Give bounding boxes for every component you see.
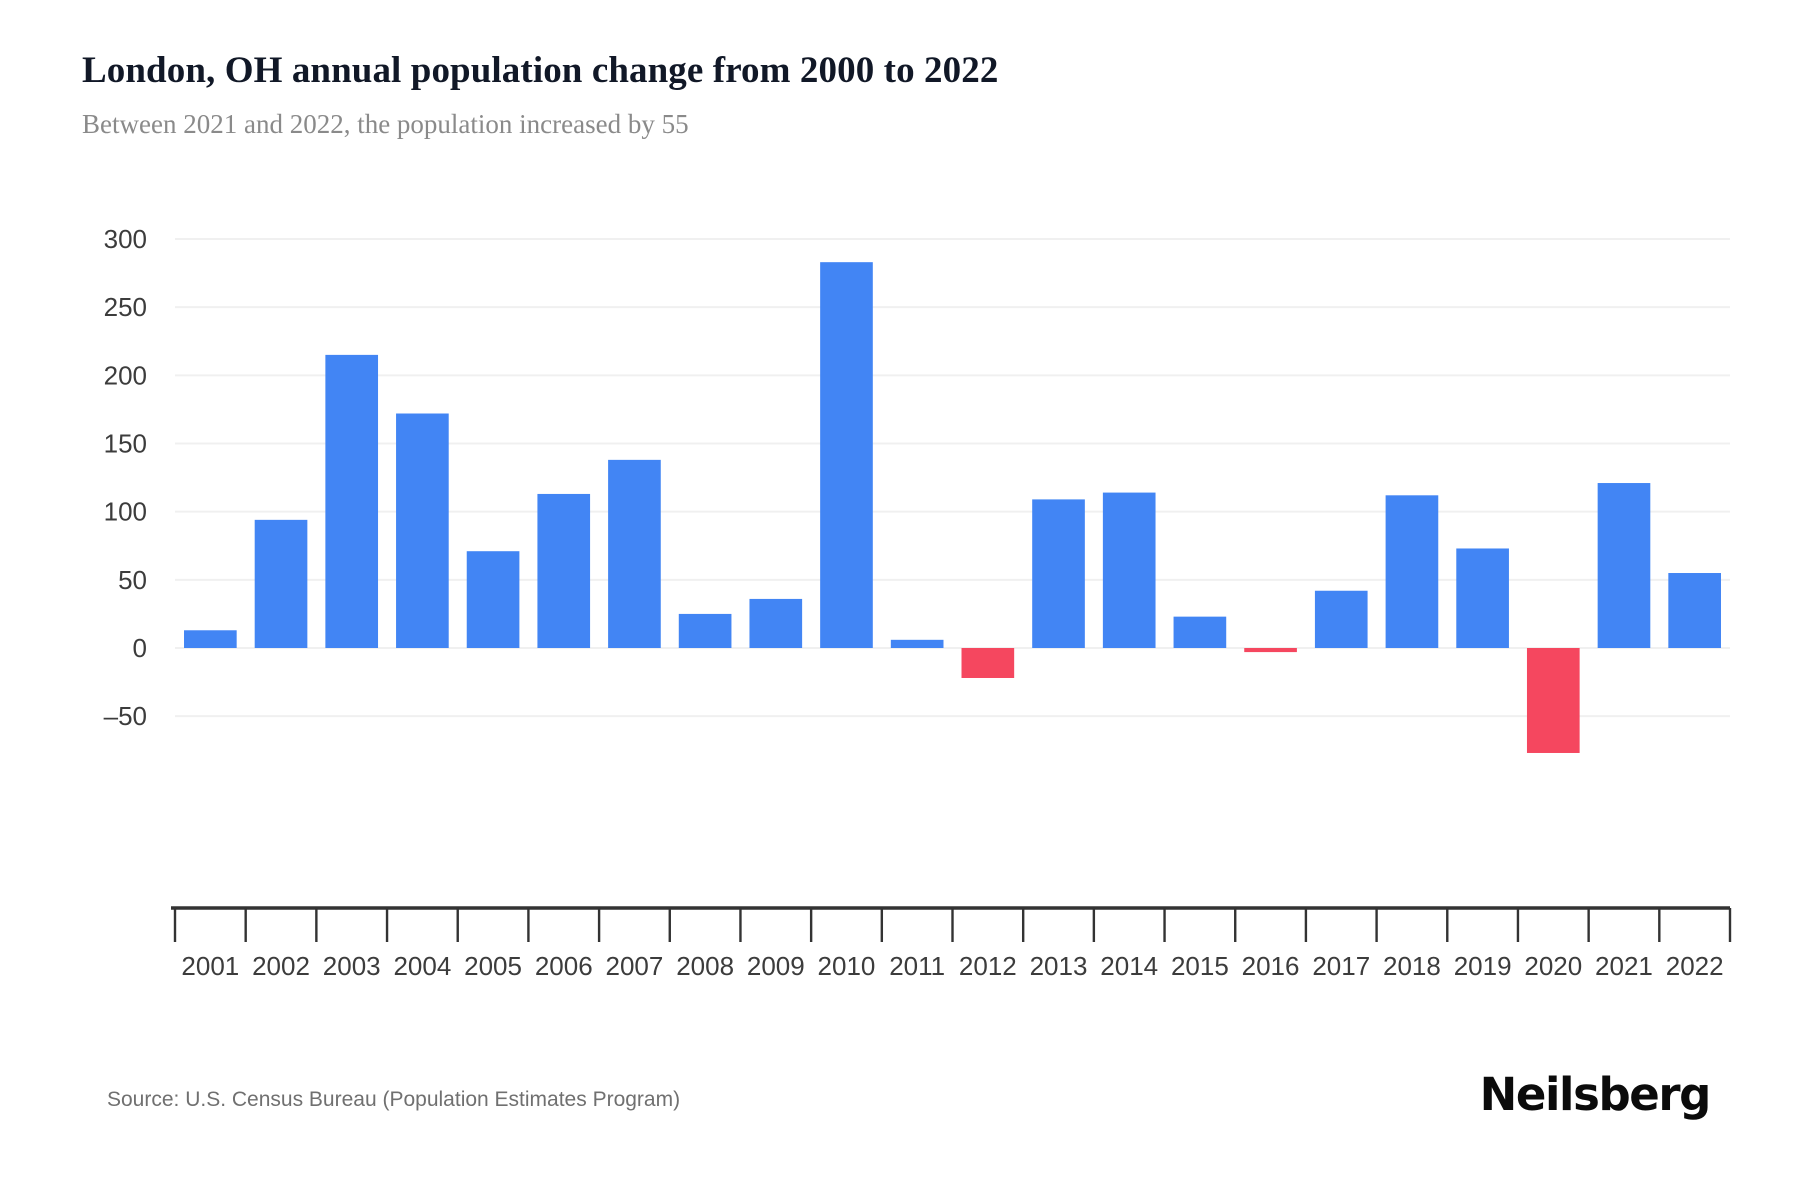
bar[interactable] (254, 519, 308, 648)
bar[interactable] (1526, 648, 1580, 753)
bar[interactable] (1032, 499, 1085, 648)
y-axis-tick-label: 300 (104, 224, 147, 254)
x-axis-tick-label: 2020 (1524, 951, 1582, 981)
y-axis-tick-label: 200 (104, 360, 147, 390)
x-axis-tick-label: 2011 (889, 951, 945, 981)
bar[interactable] (537, 493, 591, 648)
x-axis-tick-label: 2001 (181, 951, 239, 981)
bar[interactable] (184, 630, 237, 648)
x-axis-tick-label: 2010 (818, 951, 876, 981)
y-axis-tick-label: 250 (104, 292, 147, 322)
bar[interactable] (1314, 590, 1368, 648)
source-note: Source: U.S. Census Bureau (Population E… (107, 1088, 681, 1111)
bar[interactable] (396, 413, 449, 648)
chart-footer: Source: U.S. Census Bureau (Population E… (0, 1068, 1800, 1150)
y-axis-tick-label: 0 (133, 633, 147, 663)
y-axis-tick-label: 150 (104, 429, 147, 459)
bar[interactable] (1668, 573, 1721, 648)
chart-subtitle: Between 2021 and 2022, the population in… (82, 108, 689, 139)
y-axis-tick-label: 100 (104, 497, 147, 527)
x-axis-tick-label: 2014 (1100, 951, 1158, 981)
x-axis-tick-label: 2008 (676, 951, 734, 981)
bar[interactable] (1173, 616, 1227, 648)
bar[interactable] (1597, 483, 1651, 648)
bar-series (184, 262, 1721, 753)
x-axis-tick-label: 2015 (1171, 951, 1229, 981)
x-axis-tick-label: 2013 (1030, 951, 1088, 981)
bar[interactable] (325, 354, 379, 648)
bar[interactable] (608, 459, 661, 648)
x-axis-tick-label: 2017 (1312, 951, 1370, 981)
x-axis: 2001 2002 2003 2004 2005 2006 2007 2008 2009 2010… (171, 906, 1732, 981)
x-axis-tick-label: 2003 (323, 951, 381, 981)
x-axis-tick-label: 2012 (959, 951, 1017, 981)
bar[interactable] (678, 613, 732, 648)
bar[interactable] (820, 262, 873, 648)
bar[interactable] (1244, 648, 1297, 653)
x-axis-tick-label: 2007 (606, 951, 664, 981)
bar[interactable] (961, 648, 1015, 678)
page-title: London, OH annual population change from… (82, 50, 999, 91)
x-axis-tick-label: 2021 (1595, 951, 1653, 981)
x-axis-tick-label: 2009 (747, 951, 805, 981)
bar[interactable] (749, 598, 803, 648)
x-axis-tick-label: 2018 (1383, 951, 1441, 981)
chart-header: London, OH annual population change from… (82, 50, 1682, 140)
y-axis-tick-label: 50 (118, 565, 147, 595)
brand-logo: Neilsberg (1479, 1068, 1712, 1121)
x-axis-tick-label: 2005 (464, 951, 522, 981)
y-axis-tick-label: ‒50 (104, 701, 147, 731)
x-axis-tick-label: 2016 (1242, 951, 1300, 981)
x-axis-tick-label: 2002 (252, 951, 310, 981)
bar[interactable] (1456, 548, 1509, 648)
bar[interactable] (890, 639, 944, 648)
x-axis-tick-label: 2004 (393, 951, 451, 981)
x-axis-tick-label: 2022 (1666, 951, 1724, 981)
bar[interactable] (1102, 492, 1156, 648)
x-axis-tick-label: 2006 (535, 951, 593, 981)
bar[interactable] (1385, 495, 1439, 648)
bar[interactable] (466, 551, 520, 648)
x-axis-tick-label: 2019 (1454, 951, 1512, 981)
